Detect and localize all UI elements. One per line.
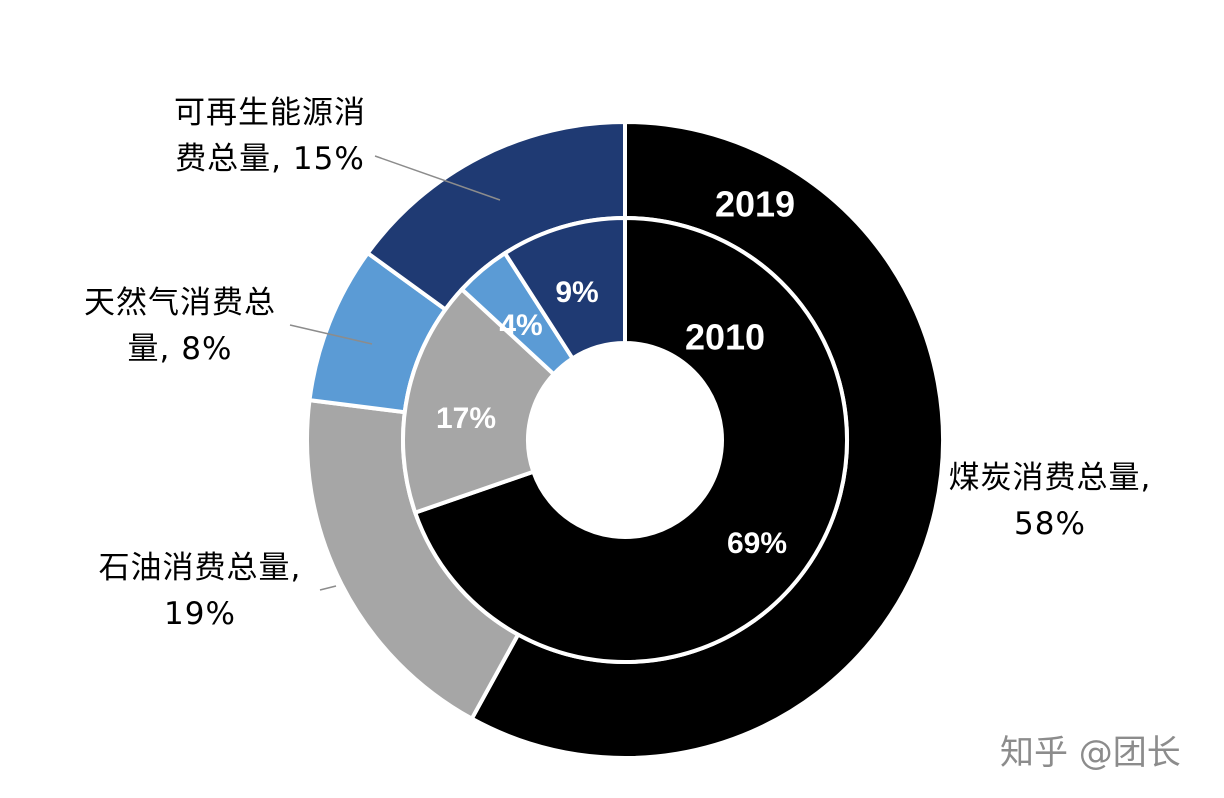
leader-line: [319, 585, 337, 591]
donut-segment: [401, 286, 557, 516]
inner-label: 9%: [555, 276, 598, 309]
outer-label: 天然气消费总量, 8%: [84, 285, 276, 367]
donut-segment: [412, 215, 849, 664]
leader-line: [374, 155, 501, 201]
leader-line: [289, 324, 373, 345]
inner-label: 4%: [499, 309, 542, 342]
donut-segment: [502, 215, 627, 362]
inner-label: 69%: [727, 527, 787, 560]
outer-label: 可再生能源消费总量, 15%: [174, 95, 366, 177]
ring-label: 2010: [685, 317, 765, 358]
ring-label: 2019: [715, 184, 795, 225]
outer-label: 煤炭消费总量, 58%: [948, 460, 1152, 542]
inner-label: 17%: [436, 402, 496, 435]
watermark: 知乎 @团长: [1000, 733, 1181, 773]
outer-label: 石油消费总量, 19%: [98, 550, 302, 632]
